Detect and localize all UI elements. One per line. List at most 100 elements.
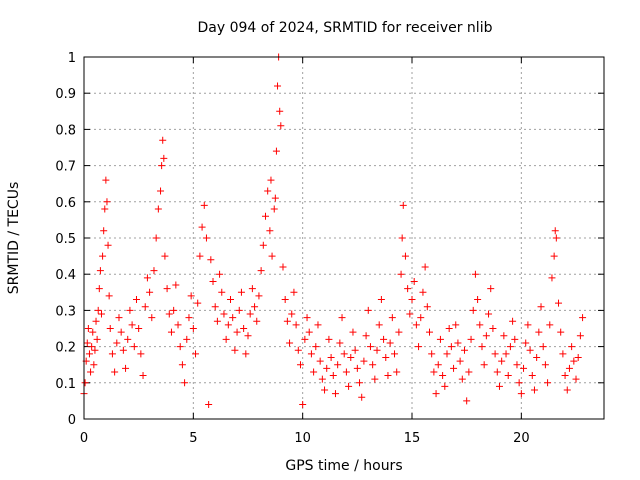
data-point xyxy=(325,335,333,343)
data-point xyxy=(218,288,226,296)
data-point xyxy=(474,296,482,304)
data-point xyxy=(95,285,103,293)
x-tick-label: 20 xyxy=(513,431,530,446)
data-point xyxy=(259,241,267,249)
data-point xyxy=(506,343,514,351)
data-point xyxy=(535,328,543,336)
data-point xyxy=(288,310,296,318)
data-point xyxy=(154,205,162,213)
data-point xyxy=(476,321,484,329)
data-point xyxy=(276,107,284,115)
data-point xyxy=(126,306,134,314)
data-point xyxy=(452,321,460,329)
data-point xyxy=(515,379,523,387)
data-point xyxy=(119,346,127,354)
data-point xyxy=(419,288,427,296)
data-point xyxy=(401,252,409,260)
data-point xyxy=(565,364,573,372)
data-point xyxy=(163,285,171,293)
data-point xyxy=(517,390,525,398)
data-point xyxy=(513,361,521,369)
data-point xyxy=(92,317,100,325)
data-point xyxy=(157,187,165,195)
data-point xyxy=(229,314,237,322)
y-tick-label: 0.5 xyxy=(55,232,76,247)
data-point xyxy=(137,350,145,358)
x-tick-label: 10 xyxy=(294,431,311,446)
data-point xyxy=(89,328,97,336)
data-point xyxy=(364,306,372,314)
data-point xyxy=(97,310,105,318)
data-point xyxy=(485,310,493,318)
data-point xyxy=(393,368,401,376)
x-tick-label: 0 xyxy=(80,431,88,446)
data-point xyxy=(101,205,109,213)
y-tick-label: 0.6 xyxy=(55,196,76,211)
data-point xyxy=(570,357,578,365)
data-point xyxy=(85,350,93,358)
data-point xyxy=(336,339,344,347)
data-point xyxy=(544,379,552,387)
data-point xyxy=(561,372,569,380)
data-point xyxy=(327,353,335,361)
data-point xyxy=(349,328,357,336)
tick-layer: 00.10.20.30.40.50.60.70.80.910 5 10 15 20 xyxy=(55,51,604,446)
data-point xyxy=(165,310,173,318)
data-point xyxy=(312,343,320,351)
data-point xyxy=(321,386,329,394)
data-point xyxy=(406,310,414,318)
y-tick-label: 0.1 xyxy=(55,377,76,392)
data-point xyxy=(178,361,186,369)
data-point xyxy=(231,346,239,354)
data-point xyxy=(307,350,315,358)
data-point xyxy=(279,263,287,271)
x-axis-label: GPS time / hours xyxy=(285,458,402,474)
data-point xyxy=(572,375,580,383)
grid-layer xyxy=(84,57,604,419)
data-point xyxy=(377,296,385,304)
data-point xyxy=(88,343,96,351)
data-point xyxy=(113,339,121,347)
data-point xyxy=(395,328,403,336)
data-point xyxy=(240,325,248,332)
data-point xyxy=(450,364,458,372)
data-point xyxy=(198,223,206,231)
data-point xyxy=(167,328,175,336)
data-point xyxy=(132,296,140,304)
data-point xyxy=(124,335,132,343)
data-point xyxy=(183,335,191,343)
data-point xyxy=(248,285,256,293)
data-point xyxy=(351,346,359,354)
data-point xyxy=(202,234,210,242)
data-point xyxy=(106,325,114,332)
data-point xyxy=(91,346,99,354)
y-tick-label: 0.2 xyxy=(55,341,76,356)
data-point xyxy=(426,328,433,336)
data-point xyxy=(296,361,304,369)
data-point xyxy=(441,382,449,390)
data-point xyxy=(559,350,567,358)
data-point xyxy=(227,296,235,304)
data-point xyxy=(143,274,151,282)
data-point xyxy=(360,357,368,365)
data-point xyxy=(99,252,107,260)
data-point xyxy=(530,386,538,394)
data-point xyxy=(386,339,394,347)
data-point xyxy=(87,368,95,376)
data-point xyxy=(421,263,429,271)
data-point xyxy=(301,335,309,343)
data-point xyxy=(331,390,339,398)
data-point xyxy=(233,328,241,336)
data-point xyxy=(267,176,275,184)
data-point xyxy=(244,332,252,340)
data-point xyxy=(338,314,346,322)
data-point xyxy=(511,335,519,343)
data-point xyxy=(103,198,111,206)
data-point xyxy=(310,368,318,376)
x-tick-label: 15 xyxy=(404,431,421,446)
data-point xyxy=(237,288,245,296)
data-point xyxy=(122,364,130,372)
data-point xyxy=(224,321,232,329)
data-point xyxy=(316,357,324,365)
data-point xyxy=(235,306,243,314)
